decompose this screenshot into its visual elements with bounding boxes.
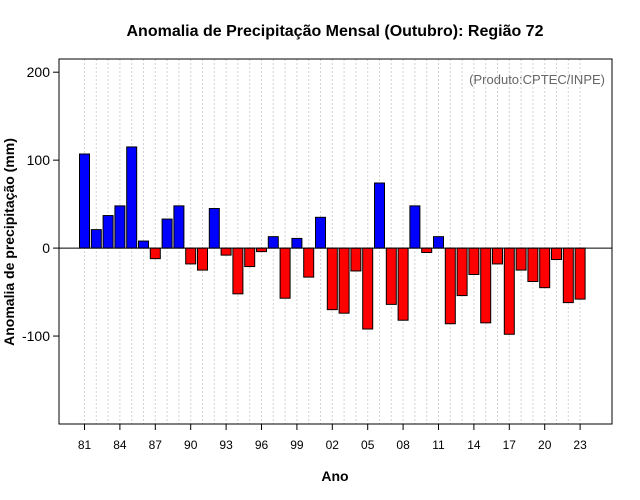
bar-03 xyxy=(338,247,350,314)
y-axis: -100 0 100 200 xyxy=(22,64,59,344)
x-tick-label: 93 xyxy=(219,438,233,452)
plot-frame xyxy=(58,58,613,425)
bar-09 xyxy=(409,205,421,249)
source-annotation: (Produto:CPTEC/INPE) xyxy=(469,72,605,87)
bar-93 xyxy=(220,247,232,256)
grid-lines xyxy=(84,59,581,424)
x-tick-label: 84 xyxy=(113,438,127,452)
y-tick-label: 200 xyxy=(27,64,51,80)
x-tick-label: 14 xyxy=(467,438,481,452)
bar-83 xyxy=(102,215,114,249)
y-tick-label: 100 xyxy=(27,152,51,168)
bar-96 xyxy=(256,247,267,253)
bar-98 xyxy=(279,247,291,299)
x-tick-label: 11 xyxy=(432,438,445,452)
bar-18 xyxy=(515,247,527,271)
bar-20 xyxy=(539,247,551,289)
x-tick-label: 17 xyxy=(503,438,517,452)
x-tick-label: 90 xyxy=(184,438,198,452)
bar-89 xyxy=(173,205,185,249)
x-axis-label: Ano xyxy=(321,468,348,484)
bar-15 xyxy=(480,247,492,324)
x-tick-label: 23 xyxy=(573,438,587,452)
x-tick-label: 02 xyxy=(326,438,340,452)
x-tick-label: 20 xyxy=(538,438,552,452)
bar-01 xyxy=(315,216,326,249)
bar-13 xyxy=(456,247,468,297)
y-axis-label: Anomalia de precipitação (mm) xyxy=(1,138,17,346)
bar-16 xyxy=(492,247,503,265)
chart-title: Anomalia de Precipitação Mensal (Outubro… xyxy=(127,23,544,40)
bar-21 xyxy=(551,247,562,261)
bar-91 xyxy=(197,247,208,271)
x-tick-label: 81 xyxy=(78,438,92,452)
bar-11 xyxy=(433,236,444,249)
bar-04 xyxy=(350,247,362,272)
bar-23 xyxy=(574,247,586,300)
bar-99 xyxy=(291,237,303,249)
bar-90 xyxy=(185,247,197,265)
bar-86 xyxy=(138,240,149,249)
bars xyxy=(79,146,586,335)
bar-00 xyxy=(303,247,315,278)
bar-06 xyxy=(374,182,385,249)
bar-17 xyxy=(503,247,515,335)
bar-85 xyxy=(126,146,138,249)
bar-84 xyxy=(114,205,126,249)
bar-82 xyxy=(90,229,102,249)
y-tick-label: 0 xyxy=(42,240,50,256)
bar-02 xyxy=(326,247,338,311)
bar-10 xyxy=(421,247,433,253)
bar-14 xyxy=(468,247,480,275)
bar-08 xyxy=(397,247,409,321)
bar-19 xyxy=(527,247,539,283)
bar-87 xyxy=(149,247,161,260)
bar-97 xyxy=(267,236,279,249)
bar-05 xyxy=(362,247,374,330)
x-tick-label: 05 xyxy=(361,438,375,452)
bar-94 xyxy=(232,247,244,295)
x-tick-label: 08 xyxy=(396,438,410,452)
bar-88 xyxy=(161,218,173,249)
bar-22 xyxy=(562,247,574,304)
x-tick-label: 96 xyxy=(255,438,269,452)
bar-81 xyxy=(79,153,90,249)
x-tick-label: 99 xyxy=(290,438,304,452)
bar-07 xyxy=(385,247,397,305)
x-axis: 81 84 87 90 93 96 99 02 05 08 11 14 17 20 23 xyxy=(78,424,587,452)
x-tick-label: 87 xyxy=(149,438,163,452)
bar-12 xyxy=(444,247,456,325)
bar-95 xyxy=(244,247,256,268)
bar-92 xyxy=(208,208,220,249)
y-tick-label: -100 xyxy=(22,328,50,344)
